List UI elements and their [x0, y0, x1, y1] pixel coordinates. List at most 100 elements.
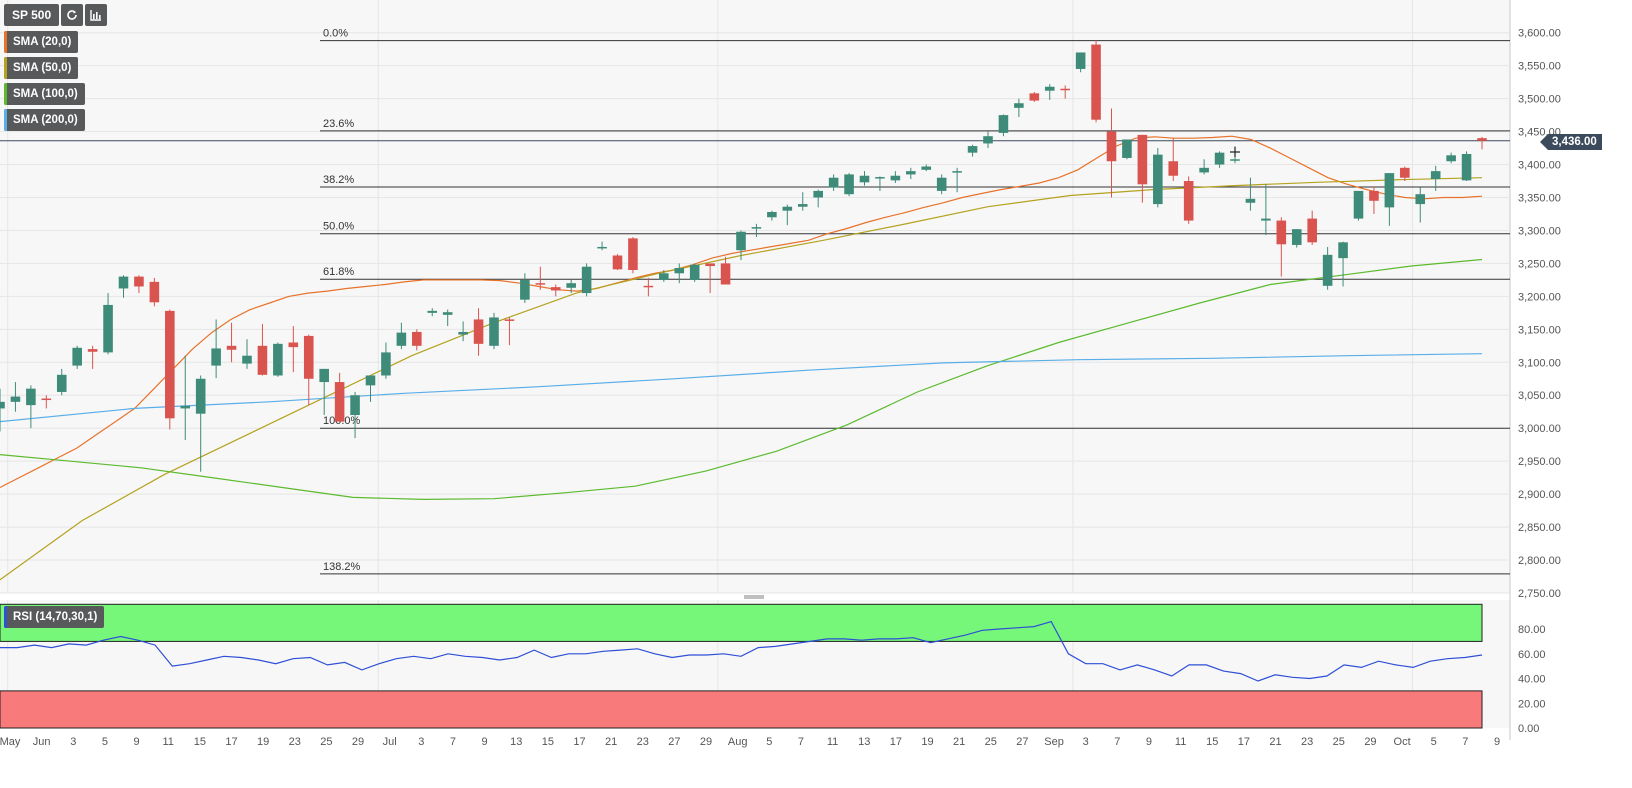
- symbol-button[interactable]: SP 500: [4, 4, 60, 26]
- price-tick-label: 3,400.00: [1518, 160, 1561, 172]
- date-tick-label: Jul: [383, 736, 397, 748]
- candle-down: [1369, 190, 1379, 201]
- sma-20-legend[interactable]: SMA (20,0): [4, 31, 79, 53]
- rsi-tick-label: 0.00: [1518, 723, 1539, 735]
- date-tick-label: 3: [418, 736, 424, 748]
- price-tick-label: 2,750.00: [1518, 588, 1561, 600]
- candle-down: [87, 349, 98, 352]
- date-tick-label: 13: [858, 736, 870, 748]
- candles: [0, 40, 1487, 472]
- candle-up: [998, 115, 1009, 133]
- candle-up: [195, 378, 206, 414]
- candle-down: [149, 281, 160, 303]
- candle-up: [1446, 155, 1456, 162]
- refresh-icon[interactable]: [61, 4, 84, 26]
- candle-up: [751, 227, 762, 229]
- candle-down: [1276, 220, 1287, 245]
- crosshair-cursor: [1230, 147, 1240, 157]
- date-tick-label: 11: [827, 736, 838, 748]
- date-tick-label: 25: [320, 736, 332, 748]
- date-tick-label: 17: [1238, 736, 1250, 748]
- candle-up: [1199, 167, 1209, 173]
- date-tick-label: 15: [542, 736, 554, 748]
- date-tick-label: 15: [194, 736, 206, 748]
- candle-up: [72, 347, 82, 366]
- candle-up: [1014, 103, 1024, 108]
- date-tick-label: 17: [573, 736, 585, 748]
- candle-up: [1261, 218, 1271, 221]
- candle-up: [103, 304, 113, 353]
- candle-down: [504, 319, 515, 321]
- date-tick-label: Aug: [728, 736, 748, 748]
- date-tick-label: 5: [766, 736, 772, 748]
- date-tick-label: 21: [1269, 736, 1281, 748]
- candle-down: [1091, 44, 1101, 120]
- date-tick-label: 19: [257, 736, 269, 748]
- candle-up: [211, 348, 221, 366]
- candle-down: [1168, 161, 1179, 176]
- price-tick-label: 2,800.00: [1518, 555, 1561, 567]
- price-tick-label: 3,550.00: [1518, 61, 1561, 73]
- candle-up: [767, 211, 777, 218]
- candle-up: [56, 374, 67, 392]
- candle-up: [782, 206, 793, 211]
- candle-up: [1230, 159, 1240, 161]
- candle-up: [26, 388, 36, 406]
- price-tick-label: 3,000.00: [1518, 423, 1561, 435]
- sma-100-legend[interactable]: SMA (100,0): [4, 83, 85, 105]
- candle-down: [1137, 134, 1148, 185]
- candle-up: [674, 268, 685, 274]
- rsi-tick-label: 60.00: [1518, 649, 1546, 661]
- sma-100-swatch: [4, 83, 7, 105]
- sma-100-line: [0, 258, 1483, 501]
- candle-up: [1245, 198, 1256, 203]
- sma-200-legend[interactable]: SMA (200,0): [4, 109, 85, 131]
- candle-up: [319, 368, 329, 383]
- date-tick-label: 7: [1462, 736, 1468, 748]
- candle-up: [489, 317, 499, 346]
- candle-down: [257, 345, 268, 375]
- sma-50-legend[interactable]: SMA (50,0): [4, 57, 79, 79]
- candle-up: [736, 231, 746, 251]
- candle-down: [1307, 218, 1317, 243]
- price-tick-label: 2,900.00: [1518, 489, 1561, 501]
- candle-up: [1384, 173, 1395, 208]
- date-tick-label: 9: [482, 736, 488, 748]
- date-tick-label: 29: [352, 736, 364, 748]
- candle-up: [118, 276, 129, 289]
- indicators-icon[interactable]: [85, 4, 108, 26]
- candle-up: [859, 175, 870, 183]
- date-tick-label: 27: [1016, 736, 1028, 748]
- price-tick-label: 3,600.00: [1518, 28, 1561, 40]
- candle-up: [936, 177, 947, 191]
- price-tick-label: 3,500.00: [1518, 94, 1561, 106]
- candle-up: [1338, 242, 1348, 259]
- candle-down: [643, 285, 654, 288]
- candle-down: [473, 319, 484, 344]
- rsi-overbought-zone: [0, 603, 1483, 642]
- candle-down: [1060, 88, 1070, 91]
- date-tick-label: 11: [162, 736, 173, 748]
- rsi-panel: 80.00 60.00 40.00 20.00 0.00: [0, 603, 1546, 735]
- date-tick-label: 29: [700, 736, 712, 748]
- candle-up: [921, 166, 932, 170]
- candle-up: [350, 395, 360, 416]
- toolbar: SP 500: [4, 4, 108, 26]
- date-tick-label: 7: [798, 736, 804, 748]
- date-tick-label: 25: [985, 736, 997, 748]
- date-tick-label: 23: [289, 736, 301, 748]
- candle-down: [1400, 167, 1410, 178]
- candle-up: [1153, 154, 1163, 205]
- candle-down: [134, 276, 144, 287]
- candle-up: [983, 136, 993, 144]
- date-tick-label: 23: [637, 736, 649, 748]
- candle-up: [581, 266, 592, 294]
- candle-up: [1122, 139, 1132, 158]
- candle-down: [165, 310, 175, 419]
- rsi-legend[interactable]: RSI (14,70,30,1): [4, 606, 105, 628]
- date-tick-label: May: [0, 736, 21, 748]
- candle-up: [365, 375, 376, 386]
- date-tick-label: 5: [102, 736, 108, 748]
- candle-down: [628, 238, 638, 271]
